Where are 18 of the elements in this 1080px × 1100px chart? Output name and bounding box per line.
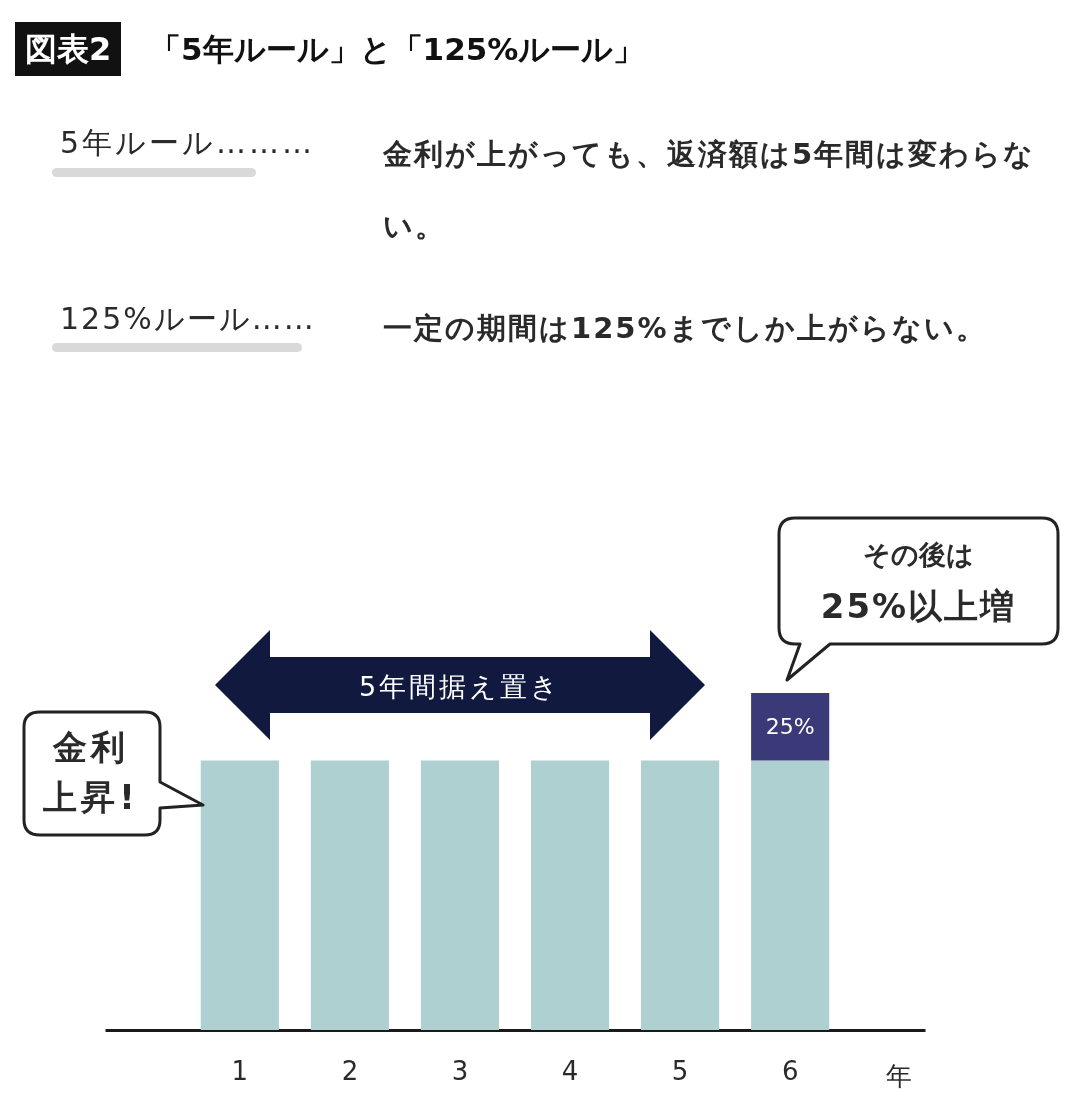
x-tick-label: 5	[671, 1055, 689, 1086]
x-tick-label: 3	[451, 1055, 469, 1086]
text: 25%以上増	[819, 585, 1018, 628]
text: 金利が上がっても、返済額は5年間は変わらない。	[383, 137, 1036, 243]
chart-title: 「5年ルール」と「125%ルール」	[150, 30, 645, 69]
x-tick-label: 6	[781, 1055, 799, 1086]
annotation: 金利上昇!	[42, 726, 140, 819]
data-label: 25%	[765, 713, 815, 739]
text: 5年ルール………	[60, 124, 316, 162]
text: 125%ルール……	[60, 300, 316, 338]
text: 図表2	[15, 22, 122, 76]
x-tick-label: 4	[561, 1055, 579, 1086]
x-tick-label: 1	[231, 1055, 249, 1086]
annotation: 5年間据え置き	[357, 670, 563, 704]
text: その後は	[862, 538, 975, 572]
x-axis-title: 年	[885, 1060, 912, 1091]
text: 一定の期間は125%までしか上がらない。	[383, 310, 988, 347]
x-tick-label: 2	[341, 1055, 359, 1086]
